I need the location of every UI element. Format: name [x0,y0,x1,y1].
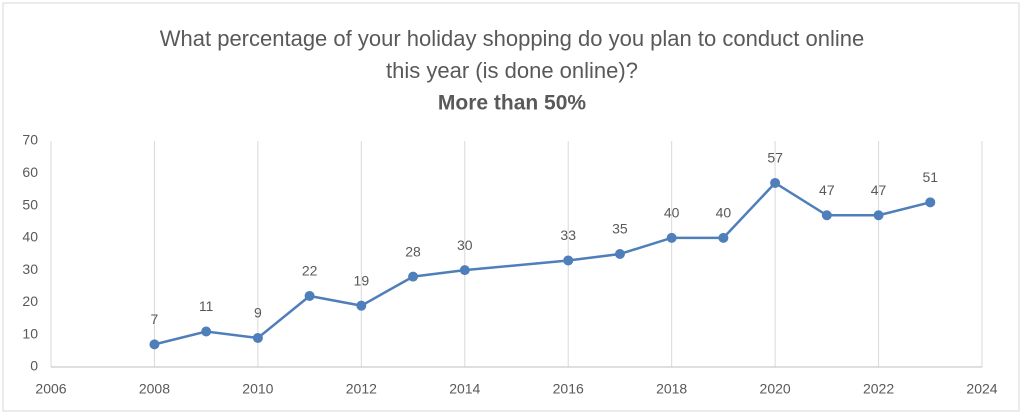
point [459,265,470,276]
data-label: 51 [922,169,938,185]
x-tick-label: 2008 [139,381,170,397]
point [356,300,367,311]
x-tick-label: 2010 [242,381,273,397]
x-tick-label: 2012 [346,381,377,397]
point [718,232,729,243]
x-tick-label: 2018 [656,381,687,397]
data-label: 11 [199,298,214,314]
data-label: 7 [151,311,159,327]
chart-title: What percentage of your holiday shopping… [160,26,864,51]
x-tick-label: 2020 [760,381,791,397]
y-tick-label: 30 [22,261,38,277]
point [666,232,677,243]
chart-border [2,2,1020,412]
y-tick-label: 0 [30,358,38,374]
data-label: 33 [560,227,576,243]
data-label: 30 [457,237,473,253]
point [563,255,574,266]
chart-subtitle: More than 50% [438,92,587,115]
data-label: 9 [254,305,262,321]
data-label: 22 [302,263,318,279]
chart-title: this year (is done online)? [386,58,638,83]
data-label: 19 [354,272,370,288]
point [614,249,625,259]
x-tick-label: 2016 [553,381,584,397]
point [201,326,212,337]
data-label: 57 [767,150,783,166]
x-tick-label: 2024 [966,381,997,397]
data-label: 35 [612,221,628,237]
point [304,290,315,301]
y-tick-label: 50 [22,196,38,212]
data-label: 47 [819,182,835,198]
data-label: 28 [405,243,421,259]
point [408,271,419,282]
point [821,210,832,221]
y-tick-label: 10 [22,325,38,341]
y-tick-label: 40 [22,229,38,245]
data-label: 47 [871,182,887,198]
x-tick-label: 2006 [35,381,66,397]
data-label: 40 [716,205,732,221]
x-tick-label: 2014 [449,381,480,397]
point [925,197,936,208]
y-tick-label: 60 [22,164,38,180]
point [252,332,263,343]
point [873,210,884,221]
data-label: 40 [664,205,680,221]
point [149,339,160,350]
y-tick-label: 70 [22,132,38,148]
y-tick-label: 20 [22,293,38,309]
point [770,177,781,188]
x-tick-label: 2022 [863,381,894,397]
